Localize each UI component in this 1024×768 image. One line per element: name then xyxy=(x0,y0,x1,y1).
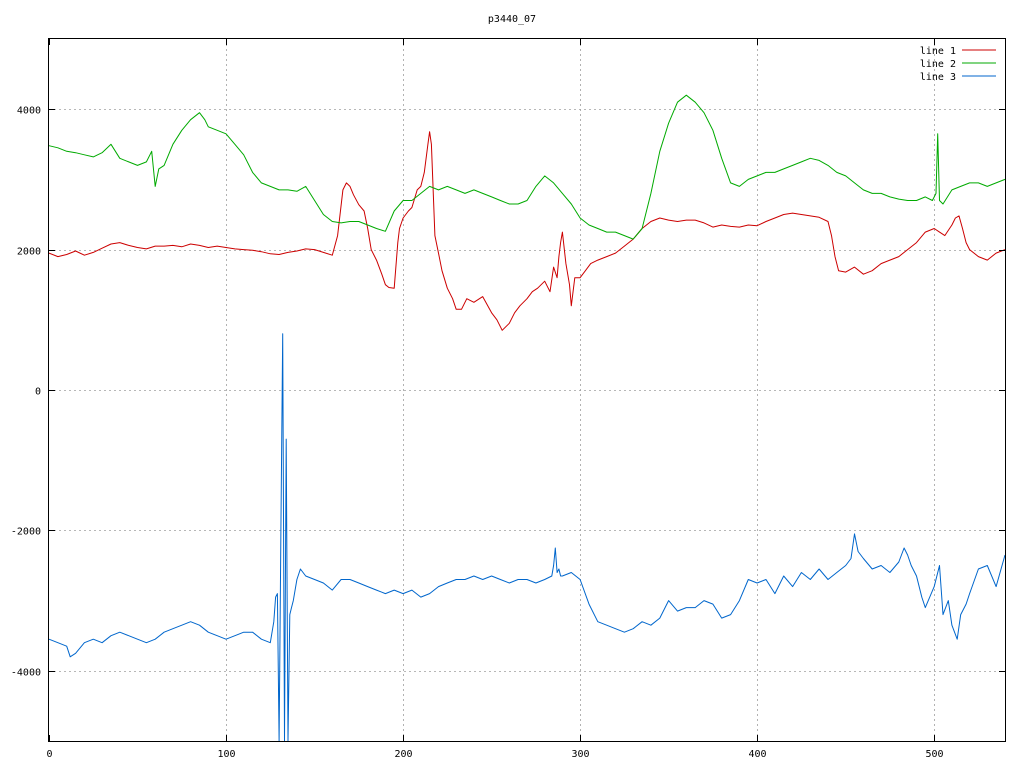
y-tick-label-4: 4000 xyxy=(17,106,41,117)
y-tick-label-1: -2000 xyxy=(11,527,41,538)
x-tick-label-3: 300 xyxy=(571,749,589,760)
y-tick-label-3: 2000 xyxy=(17,247,41,258)
y-tick-labels: -4000 -2000 0 2000 4000 xyxy=(11,106,41,679)
chart-title: p3440_07 xyxy=(488,14,536,25)
series-group xyxy=(48,94,1006,742)
series-line-1 xyxy=(48,131,1006,331)
y-tick-label-2: 0 xyxy=(35,387,41,398)
x-tick-label-5: 500 xyxy=(925,749,943,760)
x-tick-label-4: 400 xyxy=(748,749,766,760)
x-tick-label-0: 0 xyxy=(46,749,52,760)
y-tick-label-0: -4000 xyxy=(11,668,41,679)
x-tick-label-1: 100 xyxy=(217,749,235,760)
axis-ticks xyxy=(49,39,1005,741)
x-tick-labels: 0 100 200 300 400 500 xyxy=(46,749,943,760)
legend-label-2: line 2 xyxy=(920,59,956,70)
plot-frame xyxy=(48,38,1006,742)
x-tick-label-2: 200 xyxy=(394,749,412,760)
grid-lines xyxy=(49,39,1005,741)
legend-label-3: line 3 xyxy=(920,72,956,83)
series-line-2 xyxy=(48,94,1006,240)
series-line-3 xyxy=(48,333,1006,742)
legend-label-1: line 1 xyxy=(920,46,956,57)
legend: line 1 line 2 line 3 xyxy=(920,46,996,83)
